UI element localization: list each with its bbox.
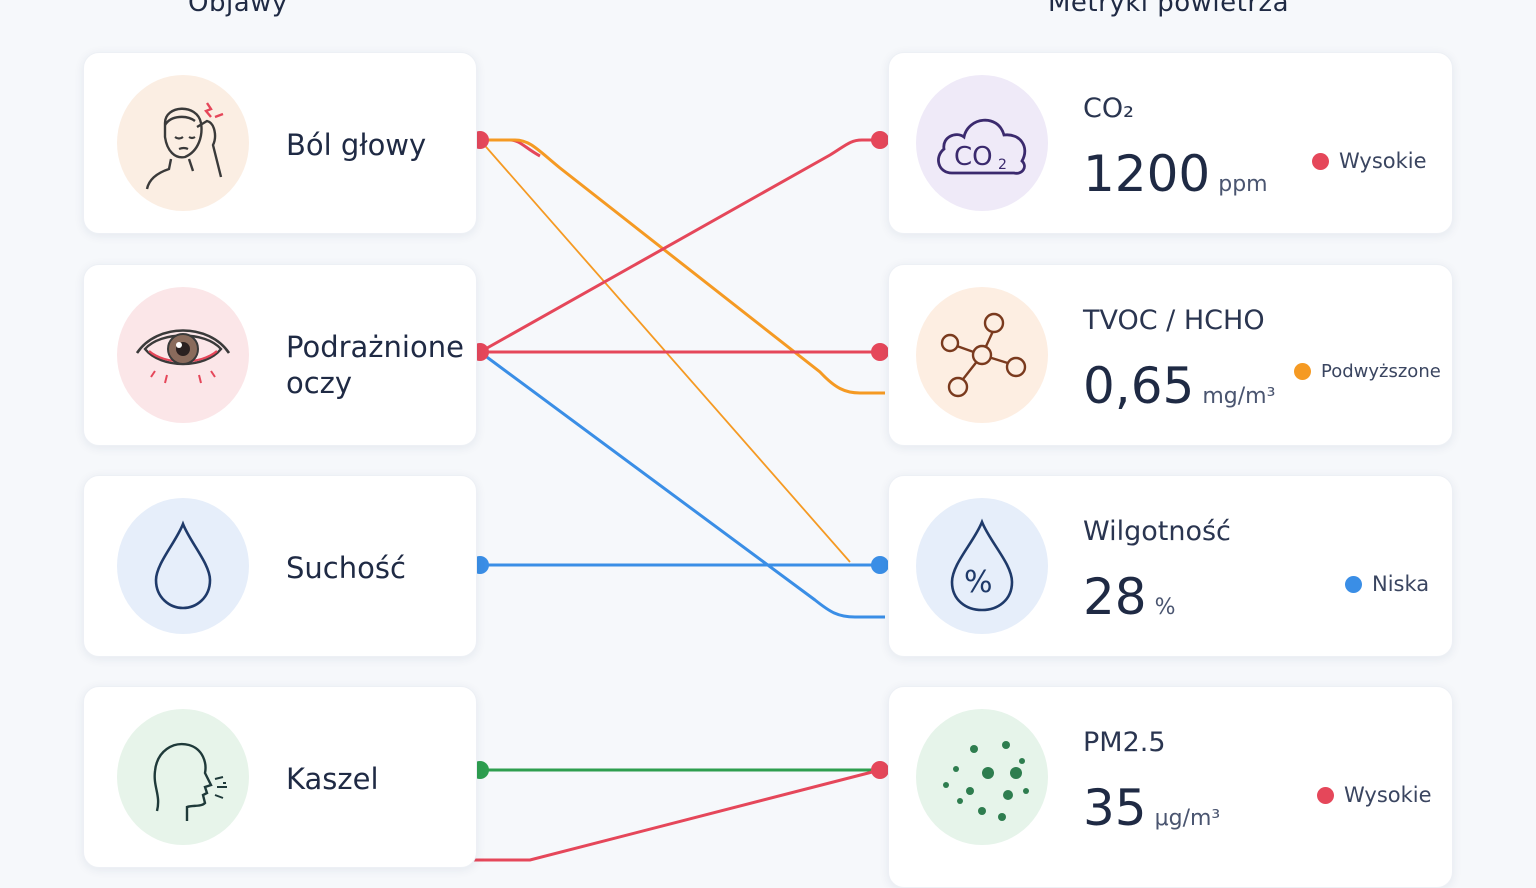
irritated-eye-icon (117, 287, 249, 423)
link-bottom-pm25 (470, 768, 881, 862)
metric-unit: μg/m³ (1154, 806, 1221, 831)
svg-text:CO: CO (954, 142, 993, 172)
symptom-label: Suchość (286, 551, 406, 585)
symptom-card-eyes[interactable]: Podrażnione oczy (83, 264, 477, 446)
co2-cloud-icon: CO 2 (916, 75, 1048, 211)
metric-number: 35 (1083, 779, 1147, 837)
metric-card-tvoc[interactable]: TVOC / HCHO 0,65 mg/m³ Podwyższone (888, 264, 1453, 446)
symptom-card-dryness[interactable]: Suchość (83, 475, 477, 657)
status-dot (1312, 152, 1329, 170)
status-badge: Niska (1345, 572, 1429, 596)
dot-tvoc (871, 343, 889, 361)
headache-icon (117, 75, 249, 211)
metric-name: Wilgotność (1083, 516, 1231, 547)
link-eyes-co2 (479, 138, 880, 354)
metric-number: 1200 (1083, 145, 1211, 203)
dot-humidity (871, 556, 889, 574)
metric-value: 1200 ppm (1083, 145, 1268, 203)
metric-number: 0,65 (1083, 357, 1195, 415)
cough-icon (117, 709, 249, 845)
link-headache-co2 (480, 138, 541, 158)
metric-value: 35 μg/m³ (1083, 779, 1220, 837)
status-dot (1345, 575, 1362, 593)
symptoms-column-title: Objawy (188, 0, 288, 18)
metric-card-co2[interactable]: CO 2 CO₂ 1200 ppm Wysokie (888, 52, 1453, 234)
status-dot (1294, 363, 1311, 380)
status-label: Wysokie (1344, 783, 1432, 807)
status-badge: Podwyższone (1294, 361, 1441, 382)
status-label: Niska (1372, 572, 1430, 596)
metric-name: PM2.5 (1083, 727, 1166, 758)
metric-card-humidity[interactable]: % Wilgotność 28% Niska (888, 475, 1453, 657)
svg-text:%: % (964, 565, 993, 600)
link-eyes-humidity (479, 350, 885, 619)
metric-name: CO₂ (1083, 93, 1134, 124)
symptom-card-headache[interactable]: Ból głowy (83, 52, 477, 234)
symptom-label: Ból głowy (286, 128, 427, 162)
metrics-column-title: Metryki powietrza (1048, 0, 1290, 18)
particles-icon (916, 709, 1048, 845)
status-label: Wysokie (1339, 149, 1427, 173)
water-drop-icon (117, 498, 249, 634)
metric-number: 28 (1083, 568, 1147, 626)
status-label: Podwyższone (1321, 361, 1441, 382)
metric-value: 0,65 mg/m³ (1083, 357, 1275, 415)
metric-name: TVOC / HCHO (1083, 305, 1265, 336)
status-dot (1317, 786, 1334, 804)
molecule-icon (916, 287, 1048, 423)
link-headache-humidity (479, 139, 851, 563)
svg-text:2: 2 (998, 157, 1007, 173)
metric-card-pm25[interactable]: PM2.5 35 μg/m³ Wysokie (888, 686, 1453, 888)
symptom-card-cough[interactable]: Kaszel (83, 686, 477, 868)
metric-unit: mg/m³ (1202, 384, 1276, 409)
metric-unit: % (1154, 595, 1176, 620)
status-badge: Wysokie (1312, 149, 1427, 173)
metric-unit: ppm (1218, 172, 1268, 197)
symptom-label: Podrażnione oczy (286, 330, 464, 400)
dot-pm25 (871, 761, 889, 779)
status-badge: Wysokie (1317, 783, 1432, 807)
link-headache-tvoc (480, 138, 885, 395)
metric-value: 28% (1083, 568, 1176, 626)
dot-co2 (871, 131, 889, 149)
humidity-drop-icon: % (916, 498, 1048, 634)
symptom-label: Kaszel (286, 762, 379, 796)
